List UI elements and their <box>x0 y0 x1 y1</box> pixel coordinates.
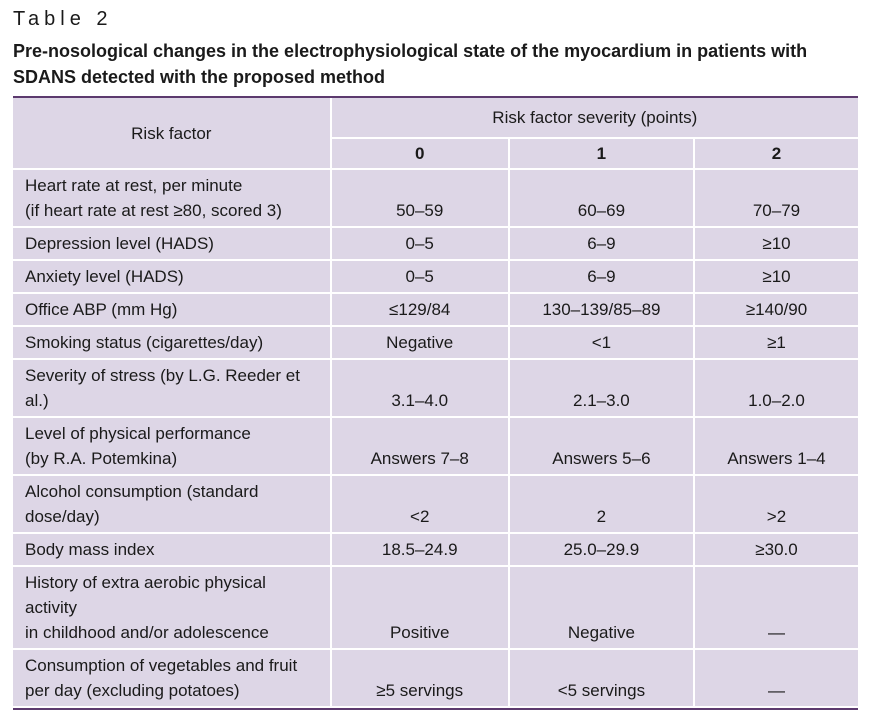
risk-factor-cell: Heart rate at rest, per minute (if heart … <box>13 170 332 228</box>
score-0-cell: 0–5 <box>331 228 510 261</box>
risk-factor-line: Smoking status (cigarettes/day) <box>25 333 264 352</box>
risk-factor-cell: Alcohol consumption (standard dose/day) <box>13 476 332 534</box>
table-row: Office ABP (mm Hg) ≤129/84 130–139/85–89 ≥1… <box>13 294 858 327</box>
score-1-cell: 2 <box>509 476 695 534</box>
score-1-cell: 6–9 <box>509 261 695 294</box>
header-point-2: 2 <box>694 138 858 170</box>
table-row: Level of physical performance (by R.A. Po… <box>13 418 858 476</box>
header-risk-factor: Risk factor <box>13 98 332 170</box>
risk-factor-line: Office ABP (mm Hg) <box>25 300 178 319</box>
score-2-cell: ≥140/90 <box>694 294 858 327</box>
table-row: Heart rate at rest, per minute (if heart … <box>13 170 858 228</box>
risk-factor-line: (by R.A. Potemkina) <box>25 449 178 468</box>
score-0-cell: Answers 7–8 <box>331 418 510 476</box>
table-body: Heart rate at rest, per minute (if heart … <box>13 170 858 708</box>
risk-factor-cell: Anxiety level (HADS) <box>13 261 332 294</box>
score-1-cell: 2.1–3.0 <box>509 360 695 418</box>
table-label: Table 2 <box>13 8 113 30</box>
header-point-0: 0 <box>331 138 510 170</box>
score-2-cell: ≥30.0 <box>694 534 858 567</box>
risk-factor-line: Severity of stress (by L.G. Reeder et al… <box>25 366 300 410</box>
risk-factor-line: Heart rate at rest, per minute <box>25 176 243 195</box>
score-1-cell: 6–9 <box>509 228 695 261</box>
score-1-cell: 25.0–29.9 <box>509 534 695 567</box>
risk-factor-cell: Severity of stress (by L.G. Reeder et al… <box>13 360 332 418</box>
table-row: Smoking status (cigarettes/day) Negative <… <box>13 327 858 360</box>
table-row: Anxiety level (HADS) 0–5 6–9 ≥10 <box>13 261 858 294</box>
risk-factor-line: in childhood and/or adolescence <box>25 623 269 642</box>
score-0-cell: <2 <box>331 476 510 534</box>
risk-factor-cell: Office ABP (mm Hg) <box>13 294 332 327</box>
score-0-cell: 3.1–4.0 <box>331 360 510 418</box>
risk-factor-cell: Level of physical performance (by R.A. Po… <box>13 418 332 476</box>
score-1-cell: 60–69 <box>509 170 695 228</box>
risk-factor-cell: Consumption of vegetables and fruit per d… <box>13 650 332 708</box>
risk-factor-line: Body mass index <box>25 540 155 559</box>
score-0-cell: ≥5 servings <box>331 650 510 708</box>
table-row: Severity of stress (by L.G. Reeder et al… <box>13 360 858 418</box>
table-caption: Pre-nosological changes in the electroph… <box>13 41 808 87</box>
score-1-cell: <5 servings <box>509 650 695 708</box>
score-2-cell: 70–79 <box>694 170 858 228</box>
score-0-cell: Negative <box>331 327 510 360</box>
score-1-cell: Negative <box>509 567 695 650</box>
risk-factor-line: per day (excluding potatoes) <box>25 681 240 700</box>
score-2-cell: ≥10 <box>694 261 858 294</box>
risk-factor-line: (if heart rate at rest ≥80, scored 3) <box>25 201 282 220</box>
risk-factor-cell: Body mass index <box>13 534 332 567</box>
score-0-cell: 50–59 <box>331 170 510 228</box>
score-2-cell: — <box>694 650 858 708</box>
score-1-cell: <1 <box>509 327 695 360</box>
risk-factor-line: Anxiety level (HADS) <box>25 267 184 286</box>
risk-factor-table: Risk factor Risk factor severity (points… <box>13 98 858 708</box>
table-row: Depression level (HADS) 0–5 6–9 ≥10 <box>13 228 858 261</box>
score-1-cell: 130–139/85–89 <box>509 294 695 327</box>
risk-factor-line: Alcohol consumption (standard dose/day) <box>25 482 259 526</box>
score-1-cell: Answers 5–6 <box>509 418 695 476</box>
risk-factor-cell: Smoking status (cigarettes/day) <box>13 327 332 360</box>
header-point-1: 1 <box>509 138 695 170</box>
risk-factor-cell: Depression level (HADS) <box>13 228 332 261</box>
score-0-cell: ≤129/84 <box>331 294 510 327</box>
score-2-cell: >2 <box>694 476 858 534</box>
risk-factor-line: Depression level (HADS) <box>25 234 214 253</box>
table-container: Risk factor Risk factor severity (points… <box>13 96 858 710</box>
risk-factor-cell: History of extra aerobic physical activi… <box>13 567 332 650</box>
header-severity: Risk factor severity (points) <box>331 98 858 139</box>
score-2-cell: Answers 1–4 <box>694 418 858 476</box>
risk-factor-line: Consumption of vegetables and fruit <box>25 656 298 675</box>
score-0-cell: 18.5–24.9 <box>331 534 510 567</box>
risk-factor-line: History of extra aerobic physical activi… <box>25 573 266 617</box>
score-2-cell: 1.0–2.0 <box>694 360 858 418</box>
risk-factor-line: Level of physical performance <box>25 424 251 443</box>
score-2-cell: ≥10 <box>694 228 858 261</box>
table-row: Consumption of vegetables and fruit per d… <box>13 650 858 708</box>
table-row: Body mass index 18.5–24.9 25.0–29.9 ≥30.0 <box>13 534 858 567</box>
table-row: Alcohol consumption (standard dose/day) <… <box>13 476 858 534</box>
score-0-cell: Positive <box>331 567 510 650</box>
table-row: History of extra aerobic physical activi… <box>13 567 858 650</box>
score-2-cell: ≥1 <box>694 327 858 360</box>
score-0-cell: 0–5 <box>331 261 510 294</box>
score-2-cell: — <box>694 567 858 650</box>
